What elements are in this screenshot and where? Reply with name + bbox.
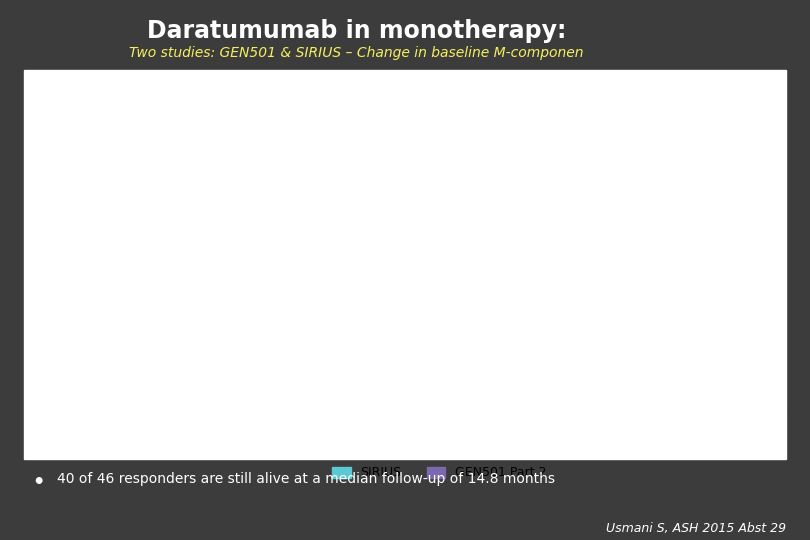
Bar: [94, 97, 102, 251]
Bar: [768, 251, 776, 406]
X-axis label: Patient: Patient: [416, 417, 463, 431]
Bar: [258, 220, 266, 251]
Bar: [139, 181, 147, 251]
Bar: [386, 251, 394, 259]
Bar: [449, 251, 457, 276]
Legend: SIRIUS, GEN501 Part 2: SIRIUS, GEN501 Part 2: [327, 462, 552, 484]
Bar: [731, 251, 740, 397]
Bar: [167, 197, 175, 251]
Bar: [650, 251, 658, 364]
Bar: [704, 251, 712, 390]
Bar: [740, 251, 748, 401]
Bar: [686, 251, 694, 382]
Bar: [485, 251, 493, 289]
Bar: [750, 251, 758, 402]
Bar: [157, 192, 165, 251]
Bar: [659, 251, 667, 370]
Bar: [349, 244, 357, 251]
Bar: [358, 246, 366, 251]
Bar: [212, 208, 220, 251]
Bar: [176, 200, 184, 251]
Bar: [130, 177, 139, 251]
Bar: [522, 251, 530, 305]
Bar: [112, 116, 120, 251]
Bar: [631, 251, 639, 353]
Bar: [777, 251, 785, 406]
Bar: [641, 251, 649, 359]
Bar: [586, 251, 594, 332]
Bar: [431, 251, 439, 271]
Bar: [440, 251, 448, 274]
Bar: [303, 234, 311, 251]
Bar: [230, 215, 238, 251]
Bar: [194, 205, 202, 251]
Bar: [185, 200, 193, 251]
Bar: [412, 251, 420, 267]
Bar: [622, 251, 630, 348]
Bar: [121, 156, 129, 251]
Bar: [394, 251, 403, 262]
Bar: [677, 251, 685, 377]
Y-axis label: Relative change in paraprotein from  baseline, %: Relative change in paraprotein from base…: [45, 114, 55, 388]
Bar: [595, 251, 603, 336]
Bar: [266, 224, 275, 251]
Bar: [549, 251, 557, 318]
Bar: [148, 190, 156, 251]
Bar: [540, 251, 548, 313]
Bar: [667, 251, 676, 375]
Bar: [203, 208, 211, 251]
Bar: [240, 217, 248, 251]
Bar: [221, 214, 229, 251]
Bar: [285, 231, 293, 251]
Bar: [568, 251, 576, 325]
Bar: [422, 251, 430, 269]
Bar: [294, 233, 302, 251]
Bar: [276, 228, 284, 251]
Bar: [249, 220, 257, 251]
Bar: [495, 251, 503, 294]
Bar: [577, 251, 585, 328]
Bar: [531, 251, 539, 308]
Bar: [313, 235, 321, 251]
Text: Usmani S, ASH 2015 Abst 29: Usmani S, ASH 2015 Abst 29: [606, 522, 786, 535]
Bar: [513, 251, 521, 300]
Bar: [504, 251, 512, 298]
Bar: [476, 251, 484, 285]
Bar: [604, 251, 612, 341]
Bar: [322, 235, 330, 251]
Text: Daratumumab in monotherapy:: Daratumumab in monotherapy:: [147, 19, 566, 43]
Bar: [695, 251, 703, 387]
Bar: [613, 251, 621, 343]
Bar: [714, 251, 722, 393]
Bar: [458, 251, 467, 278]
Text: •: •: [32, 472, 45, 491]
Bar: [723, 251, 731, 395]
Bar: [339, 239, 347, 251]
Bar: [558, 251, 566, 321]
Bar: [376, 251, 384, 256]
Text: Two studies: GEN501 & SIRIUS – Change in baseline M-componen: Two studies: GEN501 & SIRIUS – Change in…: [129, 46, 584, 60]
Bar: [759, 251, 767, 404]
Bar: [403, 251, 411, 265]
Bar: [467, 251, 475, 282]
Text: 40 of 46 responders are still alive at a median follow-up of 14.8 months: 40 of 46 responders are still alive at a…: [57, 472, 555, 487]
Bar: [330, 237, 339, 251]
Bar: [367, 251, 375, 254]
Bar: [103, 97, 111, 251]
